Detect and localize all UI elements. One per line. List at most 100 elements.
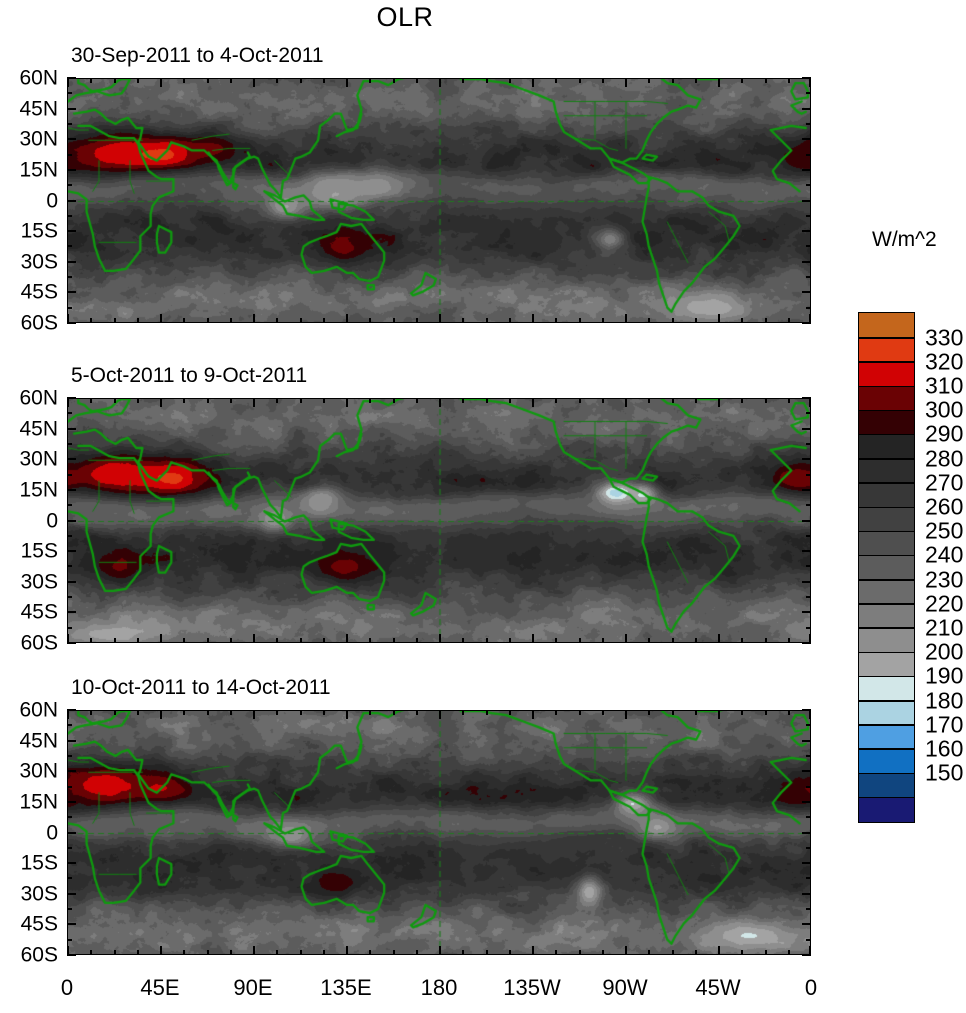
colorbar-band-divider (859, 433, 914, 436)
olr-field-canvas (68, 711, 810, 954)
x-tick-mark (67, 398, 69, 407)
y-tick-label: 30S (20, 882, 58, 906)
x-minor-tick (694, 78, 697, 83)
colorbar-band (859, 748, 914, 774)
panel-title: 10-Oct-2011 to 14-Oct-2011 (71, 676, 331, 699)
x-tick-mark (67, 946, 69, 955)
x-tick-mark (253, 634, 255, 643)
y-minor-tick (67, 442, 72, 445)
x-minor-tick (206, 398, 209, 403)
x-minor-tick (601, 78, 604, 83)
x-minor-tick (787, 318, 790, 323)
y-tick-mark (802, 260, 811, 263)
x-minor-tick (415, 638, 418, 643)
x-minor-tick (415, 950, 418, 955)
colorbar-band-divider (859, 748, 914, 750)
x-tick-mark (809, 398, 811, 407)
y-tick-mark (67, 892, 76, 895)
x-tick-mark (253, 314, 255, 323)
x-minor-tick (229, 318, 232, 323)
x-minor-tick (648, 398, 651, 403)
y-tick-mark (67, 800, 76, 803)
x-tick-mark (718, 634, 720, 643)
x-minor-tick (369, 318, 372, 323)
y-tick-mark (67, 107, 76, 110)
x-tick-mark (439, 314, 441, 323)
colorbar-band (859, 772, 914, 798)
x-tick-mark (160, 710, 162, 719)
y-tick-mark (67, 322, 76, 324)
y-tick-label: 60N (19, 386, 58, 410)
x-minor-tick (229, 710, 232, 715)
x-minor-tick (601, 710, 604, 715)
x-minor-tick (392, 950, 395, 955)
colorbar-band (859, 651, 914, 677)
y-minor-tick (67, 908, 72, 911)
x-minor-tick (648, 318, 651, 323)
y-minor-tick (67, 626, 72, 629)
y-tick-label: 15N (19, 158, 58, 182)
colorbar-band-divider (859, 603, 914, 605)
colorbar-band-divider (859, 796, 914, 799)
y-tick-mark (802, 458, 811, 461)
x-tick-mark (253, 398, 255, 407)
x-minor-tick (694, 318, 697, 323)
y-minor-tick (806, 754, 811, 757)
x-minor-tick (392, 398, 395, 403)
colorbar-band (859, 458, 914, 483)
x-minor-tick (462, 950, 465, 955)
y-tick-mark (67, 519, 76, 522)
colorbar-tick-label: 270 (925, 469, 964, 496)
colorbar-band-divider (859, 458, 914, 460)
colorbar-band-divider (859, 675, 914, 678)
colorbar-band (859, 700, 914, 725)
y-minor-tick (806, 184, 811, 187)
x-minor-tick (648, 950, 651, 955)
y-tick-mark (802, 322, 811, 324)
y-tick-mark (802, 427, 811, 430)
y-tick-label: 45S (20, 280, 58, 304)
colorbar-units-label: W/m^2 (872, 228, 937, 251)
x-minor-tick (415, 710, 418, 715)
x-minor-tick (787, 398, 790, 403)
x-minor-tick (462, 318, 465, 323)
x-minor-tick (462, 398, 465, 403)
y-minor-tick (67, 412, 72, 415)
x-minor-tick (113, 398, 116, 403)
x-minor-tick (671, 398, 674, 403)
x-minor-tick (741, 318, 744, 323)
y-minor-tick (67, 306, 72, 309)
x-minor-tick (392, 638, 395, 643)
x-tick-mark (346, 314, 348, 323)
x-tick-mark (625, 78, 627, 87)
x-tick-label: 135W (503, 975, 561, 1000)
y-tick-label: 15S (20, 539, 58, 563)
colorbar-band-divider (859, 385, 914, 388)
x-minor-tick (508, 950, 511, 955)
colorbar-tick-label: 180 (925, 687, 964, 714)
x-minor-tick (206, 78, 209, 83)
y-minor-tick (67, 596, 72, 599)
x-minor-tick (694, 398, 697, 403)
x-minor-tick (369, 710, 372, 715)
colorbar-band (859, 675, 914, 701)
x-minor-tick (485, 318, 488, 323)
x-minor-tick (578, 78, 581, 83)
x-minor-tick (787, 950, 790, 955)
y-tick-mark (802, 800, 811, 803)
y-tick-label: 45S (20, 600, 58, 624)
colorbar-tick-label: 320 (925, 348, 964, 375)
x-tick-mark (718, 78, 720, 87)
y-minor-tick (806, 276, 811, 279)
colorbar-band (859, 530, 914, 556)
x-minor-tick (555, 318, 558, 323)
y-minor-tick (806, 846, 811, 849)
y-tick-mark (67, 739, 76, 742)
y-tick-mark (802, 199, 811, 202)
x-tick-mark (532, 78, 534, 87)
x-minor-tick (415, 318, 418, 323)
x-minor-tick (555, 950, 558, 955)
y-tick-mark (802, 519, 811, 522)
y-tick-mark (802, 892, 811, 895)
colorbar-band (859, 724, 914, 750)
